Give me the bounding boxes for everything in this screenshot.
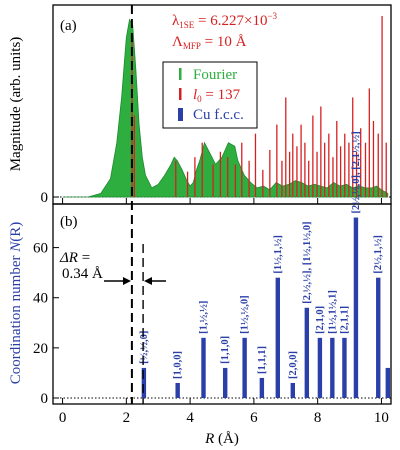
x-tick-label: 4 (186, 410, 194, 426)
bar-label: [2,1,1] (339, 306, 350, 334)
cu-fcc-bar (201, 337, 206, 398)
x-tick-label: 8 (314, 410, 322, 426)
cu-fcc-bar (342, 337, 347, 398)
y-tick-label: 40 (33, 291, 48, 307)
lambda-annotation: λ1SE = 6.227×10−3 (172, 11, 278, 30)
legend-swatch-fourier (179, 68, 182, 80)
bar-label: [2,1,0] (315, 306, 326, 334)
mfp-annotation: ΛMFP = 10 Å (172, 34, 247, 51)
cu-fcc-bar (175, 382, 180, 398)
legend-swatch-l0 (179, 88, 182, 100)
cu-fcc-bar (304, 307, 310, 398)
cu-fcc-bar (317, 337, 323, 398)
delta-r-value: 0.34 Å (62, 266, 103, 282)
cu-fcc-bar (353, 217, 359, 398)
bar-label: [1,½,½] (199, 301, 210, 334)
bar-label: [1,0,0] (173, 351, 184, 379)
x-axis-title: R (Å) (204, 431, 239, 447)
cu-fcc-bar (385, 367, 391, 398)
y-tick-label: 60 (33, 241, 48, 257)
legend-label-l0: l0 = 137 (193, 87, 241, 104)
bar-label: [1½,½,0] (240, 295, 251, 334)
legend: Fourier l0 = 137 Cu f.c.c. (162, 61, 258, 129)
bar-label: [2,0,0] (288, 351, 299, 379)
panel-a-label: (a) (60, 18, 77, 34)
bar-label: [2,½,½], [1½,1½,0] (302, 222, 313, 304)
bar-labels: [½,½,0] [1,0,0] [1,½,½] [1,1,0] [1½,½,0] [1,1… (139, 131, 384, 379)
cu-fcc-bars (141, 217, 391, 398)
panel-b-frame (52, 203, 392, 405)
bar-label: [1½,1½,1] (327, 290, 338, 334)
x-tick-label: 2 (123, 410, 131, 426)
bar-label: [2½,1,½] (373, 235, 384, 274)
cu-fcc-bar (222, 367, 228, 398)
bar-label: [1,1,1] (257, 346, 268, 374)
delta-r-arrowhead-right (144, 277, 152, 285)
y-tick-label: 20 (33, 341, 48, 357)
cu-fcc-bar (376, 277, 381, 398)
bar-label: [1,1,0] (220, 336, 231, 364)
y-tick-label: 0 (41, 391, 49, 407)
bar-label: [1½,1,½] (273, 235, 284, 274)
panel-b-label: (b) (60, 214, 78, 230)
cu-fcc-bar (330, 337, 335, 398)
delta-r-label: ΔR = (59, 250, 90, 266)
cu-fcc-bar (141, 367, 147, 398)
x-tick-label: 0 (59, 410, 67, 426)
axis-ticks: 0 2 4 6 8 10 0 20 40 60 0 (33, 190, 389, 426)
x-tick-label: 6 (250, 410, 258, 426)
y-axis-title-b: Coordination number N(R) (8, 222, 24, 385)
cu-fcc-bar (275, 277, 281, 398)
y-tick-label-a: 0 (41, 190, 49, 206)
bar-label: [½,½,0] (139, 331, 150, 364)
x-tick-label: 10 (374, 410, 389, 426)
cu-fcc-bar (259, 377, 265, 398)
y-axis-title-a: Magnitude (arb. units) (8, 37, 24, 172)
delta-r-arrowhead-left (123, 277, 131, 285)
cu-fcc-bar (242, 337, 247, 398)
bar-label: [2½,½,0], [2,1½,½] (351, 131, 362, 213)
legend-label-cu-fcc: Cu f.c.c. (193, 107, 244, 123)
legend-swatch-cu-fcc (178, 108, 183, 121)
cu-fcc-bar (290, 382, 295, 398)
legend-label-fourier: Fourier (193, 67, 237, 83)
